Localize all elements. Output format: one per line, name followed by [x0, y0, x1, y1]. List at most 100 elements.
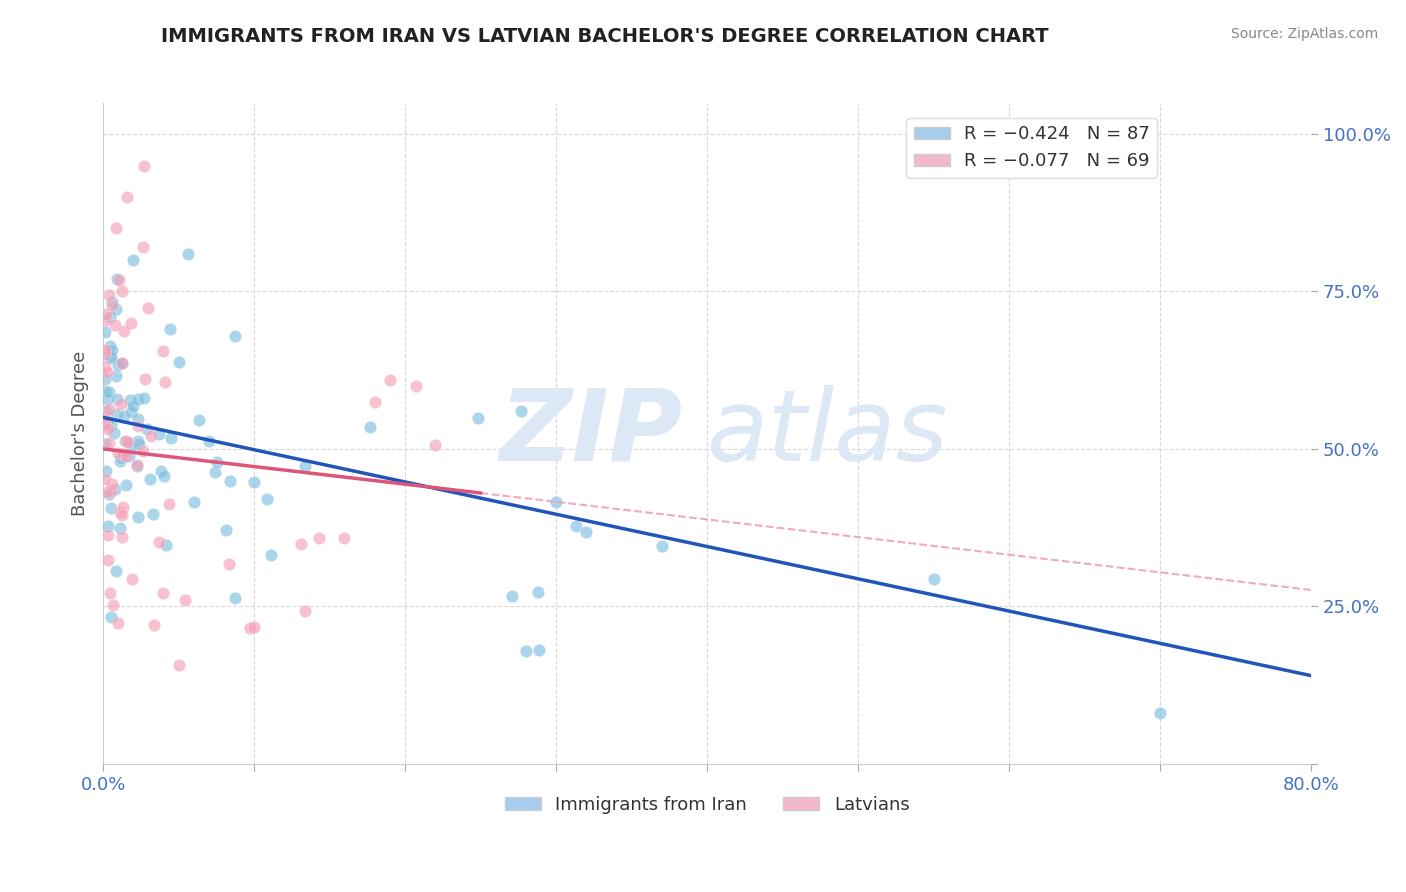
- Point: [125, 459, 148, 474]
- Point: [527, 643, 550, 657]
- Point: [134, 391, 156, 405]
- Point: [153, 375, 176, 389]
- Point: [111, 285, 134, 299]
- Point: [115, 477, 138, 491]
- Point: [120, 441, 142, 455]
- Point: [104, 369, 127, 384]
- Point: [134, 159, 156, 173]
- Point: [105, 271, 128, 285]
- Point: [332, 532, 354, 546]
- Point: [97, 528, 120, 542]
- Point: [294, 604, 316, 618]
- Point: [243, 475, 266, 489]
- Point: [96, 414, 118, 428]
- Point: [380, 373, 402, 387]
- Point: [100, 418, 122, 433]
- Point: [127, 412, 149, 426]
- Point: [93, 414, 115, 428]
- Point: [219, 474, 242, 488]
- Point: [565, 519, 588, 533]
- Point: [101, 298, 124, 312]
- Point: [260, 548, 283, 562]
- Point: [93, 343, 115, 358]
- Point: [134, 371, 156, 385]
- Point: [103, 598, 125, 612]
- Point: [94, 325, 117, 339]
- Point: [159, 431, 181, 445]
- Point: [515, 644, 537, 658]
- Point: [108, 521, 131, 535]
- Point: [142, 508, 165, 522]
- Point: [93, 360, 115, 375]
- Point: [183, 495, 205, 509]
- Point: [132, 444, 155, 458]
- Point: [405, 379, 427, 393]
- Point: [148, 535, 170, 549]
- Point: [127, 510, 149, 524]
- Point: [218, 557, 240, 571]
- Text: IMMIGRANTS FROM IRAN VS LATVIAN BACHELOR'S DEGREE CORRELATION CHART: IMMIGRANTS FROM IRAN VS LATVIAN BACHELOR…: [160, 27, 1049, 45]
- Point: [98, 586, 121, 600]
- Legend: Immigrants from Iran, Latvians: Immigrants from Iran, Latvians: [498, 789, 917, 821]
- Point: [204, 465, 226, 479]
- Point: [100, 351, 122, 365]
- Point: [527, 585, 550, 599]
- Point: [110, 396, 132, 410]
- Point: [111, 530, 134, 544]
- Point: [256, 491, 278, 506]
- Point: [143, 618, 166, 632]
- Point: [153, 469, 176, 483]
- Point: [1149, 706, 1171, 721]
- Point: [510, 404, 533, 418]
- Point: [127, 434, 149, 449]
- Point: [501, 589, 523, 603]
- Point: [575, 524, 598, 539]
- Point: [97, 422, 120, 436]
- Point: [94, 403, 117, 417]
- Point: [135, 422, 157, 436]
- Point: [104, 483, 127, 497]
- Point: [100, 343, 122, 358]
- Point: [239, 621, 262, 635]
- Point: [546, 495, 568, 509]
- Point: [104, 318, 127, 332]
- Point: [167, 657, 190, 672]
- Point: [114, 434, 136, 448]
- Point: [96, 365, 118, 379]
- Point: [152, 586, 174, 600]
- Point: [114, 409, 136, 424]
- Point: [103, 425, 125, 440]
- Point: [120, 404, 142, 418]
- Point: [651, 539, 673, 553]
- Point: [93, 436, 115, 450]
- Y-axis label: Bachelor's Degree: Bachelor's Degree: [72, 351, 89, 516]
- Point: [105, 302, 128, 317]
- Point: [110, 451, 132, 466]
- Point: [94, 372, 117, 386]
- Point: [294, 458, 316, 473]
- Point: [114, 434, 136, 448]
- Point: [93, 384, 115, 398]
- Point: [94, 464, 117, 478]
- Point: [111, 447, 134, 461]
- Point: [97, 384, 120, 399]
- Point: [98, 339, 121, 353]
- Point: [98, 402, 121, 417]
- Point: [107, 358, 129, 372]
- Point: [100, 484, 122, 499]
- Point: [111, 500, 134, 514]
- Point: [359, 420, 381, 434]
- Point: [364, 395, 387, 409]
- Point: [94, 418, 117, 433]
- Point: [308, 531, 330, 545]
- Point: [148, 427, 170, 442]
- Point: [224, 591, 246, 605]
- Point: [198, 434, 221, 448]
- Point: [114, 324, 136, 338]
- Point: [117, 435, 139, 450]
- Point: [120, 392, 142, 407]
- Point: [155, 538, 177, 552]
- Point: [93, 347, 115, 361]
- Point: [98, 310, 121, 324]
- Point: [177, 247, 200, 261]
